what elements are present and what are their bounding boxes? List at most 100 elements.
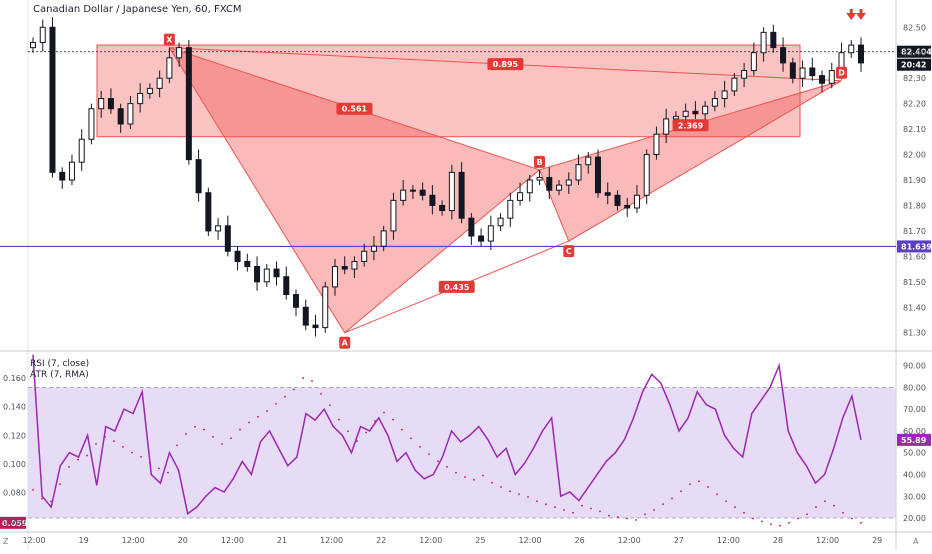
atr-dot: [383, 411, 385, 414]
atr-dot: [455, 471, 457, 474]
candle-body: [137, 92, 144, 105]
ratio-label-bg: [336, 102, 373, 115]
current-price-tag-bg: [897, 45, 931, 58]
candle-body: [224, 225, 231, 252]
atr-dot: [311, 380, 313, 382]
candle-body: [88, 108, 95, 140]
atr-dot: [761, 520, 763, 523]
atr-dot: [419, 445, 421, 448]
price-axis-tick: 81.40: [903, 303, 926, 312]
rsi-value-tag-bg: [897, 433, 931, 446]
atr-dot: [698, 480, 700, 483]
atr-dot: [446, 466, 448, 468]
atr-dot: [140, 456, 142, 458]
candle-body: [244, 260, 251, 268]
atr-dot: [401, 428, 403, 431]
atr-dot: [248, 421, 250, 424]
atr-dot: [599, 510, 601, 513]
atr-dot: [464, 476, 466, 478]
atr-dot: [572, 511, 574, 514]
price-axis-tick: 82.40: [903, 49, 926, 58]
atr-dot: [662, 503, 664, 506]
atr-dot: [239, 428, 241, 431]
atr-dot: [851, 517, 853, 520]
atr-dot: [626, 517, 628, 520]
candle-body: [351, 260, 358, 270]
atr-dot: [725, 500, 727, 503]
candle-body: [614, 194, 621, 206]
candle-body: [819, 75, 826, 84]
atr-dot: [770, 523, 772, 526]
atr-dot: [473, 478, 475, 481]
price-axis-tick: 81.90: [903, 176, 926, 185]
atr-dot: [158, 467, 160, 470]
atr-dot: [329, 404, 331, 407]
candle-body: [760, 31, 767, 54]
candle-body: [283, 276, 290, 296]
atr-dot: [527, 496, 529, 498]
candle-body: [331, 266, 338, 288]
sell-arrow-icon: [856, 9, 866, 20]
ratio-label: 0.435: [444, 283, 470, 292]
candle-body: [273, 268, 280, 278]
atr-dot: [284, 395, 286, 398]
candle-body: [59, 171, 66, 181]
time-axis-tick: 27: [674, 536, 684, 545]
price-axis-tick: 81.60: [903, 252, 926, 261]
atr-dot: [554, 506, 556, 508]
time-axis-tick: 28: [773, 536, 783, 545]
atr-dot: [428, 453, 430, 455]
atr-indicator-label[interactable]: ATR (7, RMA): [30, 370, 89, 380]
atr-dot: [779, 524, 781, 527]
atr-dot: [509, 490, 511, 493]
candle-body: [361, 250, 368, 262]
atr-dot: [167, 471, 169, 474]
rsi-indicator-label[interactable]: RSI (7, close): [30, 359, 90, 369]
timezone-corner[interactable]: Z: [3, 537, 9, 546]
point-label-b: B: [536, 158, 542, 167]
rsi-axis-tick: 70.00: [903, 405, 926, 414]
atr-dot: [545, 503, 547, 506]
candle-body: [565, 179, 572, 186]
atr-dot: [113, 440, 115, 443]
atr-dots-layer: [32, 377, 862, 527]
candle-body: [312, 324, 319, 329]
atr-dot: [86, 454, 88, 457]
candle-body: [507, 199, 514, 219]
auto-scale-button[interactable]: A: [913, 537, 919, 546]
atr-dot: [734, 506, 736, 508]
candle-body: [692, 110, 699, 115]
atr-dot: [266, 410, 268, 412]
atr-dot: [176, 444, 178, 447]
candle-body: [370, 245, 377, 252]
axis-labels-layer: 82.50 82.40 82.30 82.20 82.10 82.00 81.90 81.80…: [3, 23, 926, 545]
atr-dot: [644, 513, 646, 516]
candle-body: [30, 42, 36, 49]
candle-body: [809, 67, 816, 77]
atr-axis-tick: 0.120: [3, 431, 26, 440]
ratio-label-bg: [672, 119, 709, 132]
atr-dot: [221, 443, 223, 445]
candle-body: [633, 194, 640, 209]
atr-dot: [95, 443, 97, 445]
candle-body: [263, 268, 270, 283]
atr-dot: [32, 488, 34, 491]
candle-body: [731, 77, 738, 92]
atr-dot: [50, 500, 52, 503]
candle-body: [721, 90, 728, 100]
candle-body: [195, 159, 202, 194]
candle-body: [780, 47, 787, 64]
candle-body: [497, 217, 504, 227]
point-label-x-bg: [163, 33, 175, 46]
atr-dot: [653, 509, 655, 511]
atr-dot: [500, 486, 502, 488]
candle-body: [322, 286, 329, 329]
candle-body: [478, 235, 485, 242]
candle-body: [750, 52, 757, 72]
candle-body: [448, 171, 455, 212]
time-axis-tick: 12:00: [122, 536, 145, 545]
atr-dot: [491, 481, 493, 484]
time-axis-tick: 12:00: [419, 536, 442, 545]
